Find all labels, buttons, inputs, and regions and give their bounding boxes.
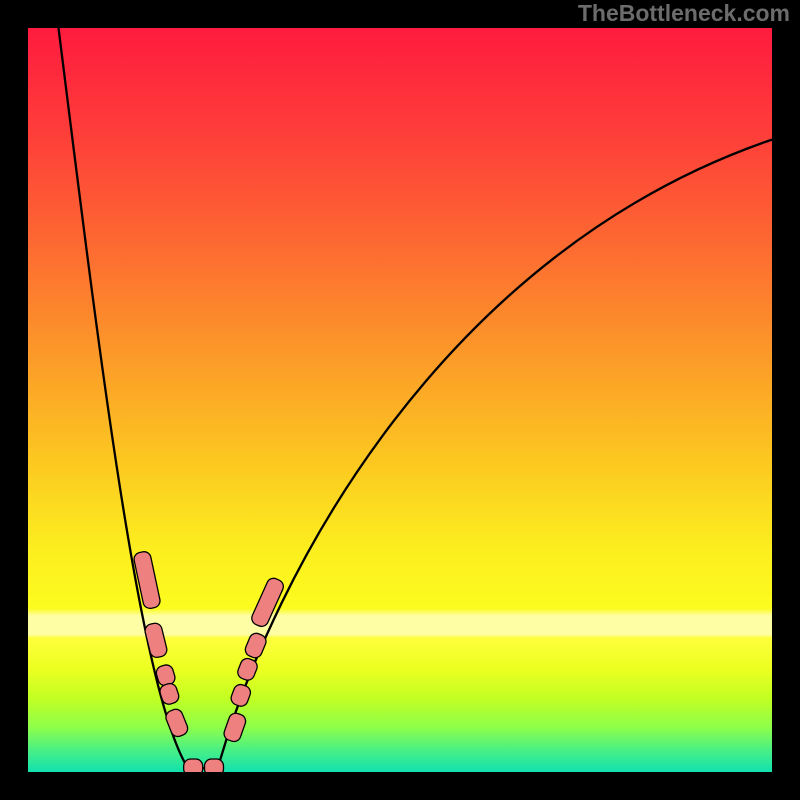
marker bbox=[184, 759, 203, 772]
plot-area bbox=[28, 28, 772, 772]
plot-background bbox=[28, 28, 772, 772]
watermark-text: TheBottleneck.com bbox=[578, 0, 790, 27]
chart-root: TheBottleneck.com bbox=[0, 0, 800, 800]
plot-svg bbox=[28, 28, 772, 772]
marker bbox=[205, 759, 224, 772]
